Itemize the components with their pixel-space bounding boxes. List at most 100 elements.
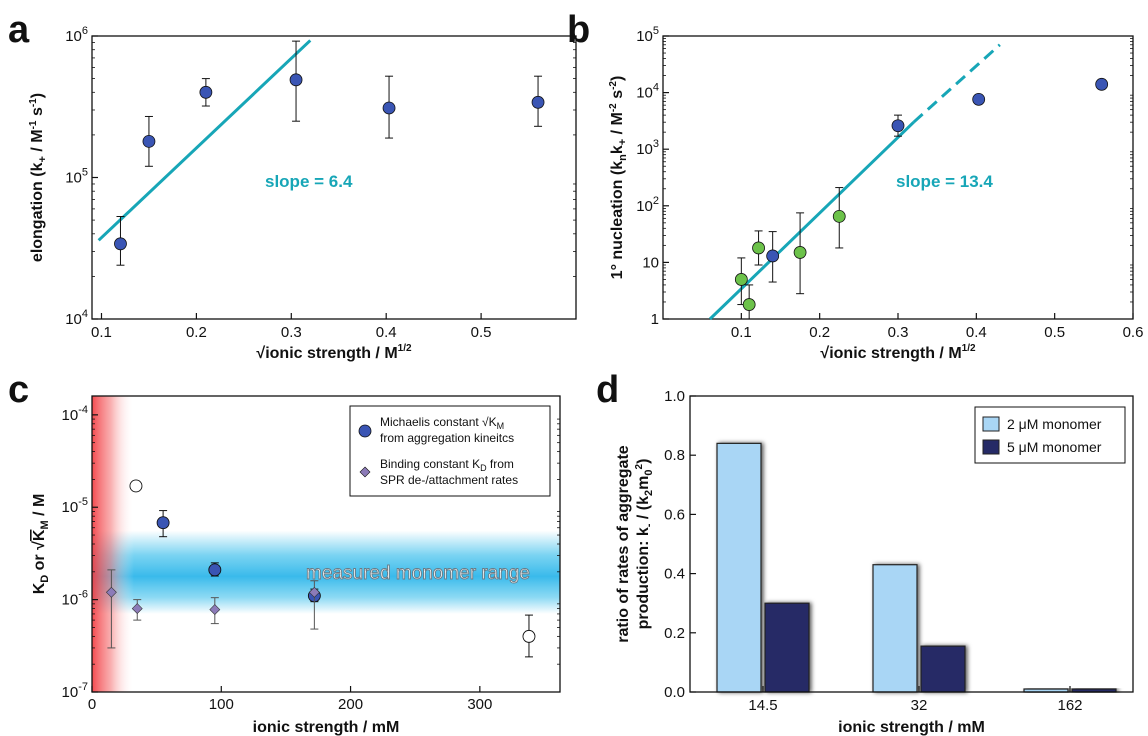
- y-tick-label: 103: [636, 138, 659, 158]
- legend-marker: [358, 424, 372, 438]
- panel-b: 0.1 0.2 0.3 0.4 0.5 0.6 1 10 102 103 104 105 √ionic …: [608, 25, 1143, 362]
- data-point: [131, 603, 143, 614]
- y-tick-label: 0.8: [664, 447, 685, 464]
- panel-label-d: d: [596, 369, 619, 411]
- x-axis-label: ionic strength / mM: [253, 719, 400, 736]
- panel-label-b: b: [567, 9, 590, 51]
- data-point: [114, 237, 127, 251]
- x-tick-label: 0.3: [888, 324, 909, 341]
- legend-entry: SPR de-/attachment rates: [380, 473, 518, 487]
- x-axis-label: ionic strength / mM: [838, 719, 985, 736]
- y-tick-label: 10-6: [62, 589, 88, 609]
- data-point: [891, 119, 905, 133]
- data-point: [752, 241, 765, 255]
- data-point: [766, 249, 780, 263]
- data-point: [832, 209, 846, 223]
- y-tick-label: 10: [642, 254, 659, 271]
- legend-entry: 5 μM monomer: [1007, 439, 1102, 455]
- y-tick-label: 105: [65, 167, 88, 187]
- x-tick-label: 0.5: [1044, 324, 1065, 341]
- x-tick-label: 0.2: [809, 324, 830, 341]
- data-point: [289, 73, 303, 87]
- legend-entry: Binding constant KD from: [380, 457, 514, 473]
- x-tick-label: 14.5: [748, 697, 777, 714]
- x-tick-label: 0.5: [471, 324, 492, 341]
- x-tick-label: 0.3: [281, 324, 302, 341]
- y-axis-label: ratio of rates of aggregate: [615, 445, 632, 642]
- y-tick-label: 0.6: [664, 506, 685, 523]
- x-tick-label: 100: [209, 696, 234, 713]
- y-tick-label: 0.2: [664, 625, 685, 642]
- y-tick-label: 10-4: [62, 404, 88, 424]
- x-tick-label: 0: [88, 696, 96, 713]
- x-tick-label: 32: [911, 697, 928, 714]
- x-tick-label: 0.4: [376, 324, 397, 341]
- data-point: [199, 85, 213, 99]
- band-label: measured monomer range: [306, 563, 530, 584]
- y-tick-label: 0.4: [664, 566, 685, 583]
- x-tick-label: 300: [467, 696, 492, 713]
- bar: [716, 442, 762, 693]
- data-point: [1095, 77, 1109, 91]
- low-ionic-region: [92, 396, 134, 692]
- y-tick-label: 1.0: [664, 388, 685, 405]
- data-point: [522, 629, 536, 643]
- legend-swatch: [982, 439, 1000, 455]
- data-point: [142, 134, 156, 148]
- y-axis-label: elongation (k+ / M-1 s-1): [28, 93, 49, 262]
- bar: [920, 645, 966, 693]
- data-point: [308, 586, 320, 598]
- x-tick-label: 0.6: [1123, 324, 1144, 341]
- x-axis-label: √ionic strength / M1/2: [820, 343, 976, 362]
- y-tick-label: 104: [636, 82, 659, 102]
- data-point: [531, 95, 545, 109]
- data-point: [734, 273, 748, 286]
- y-axis-label: production: k- / (k2m02): [634, 459, 655, 630]
- fit-line: [708, 121, 915, 321]
- plot-frame: [689, 395, 1134, 693]
- legend-marker: [359, 466, 371, 478]
- y-tick-label: 105: [636, 25, 659, 45]
- fit-line: [97, 39, 312, 242]
- fit-line-extrapolated: [912, 43, 1001, 124]
- data-point: [793, 246, 807, 259]
- y-tick-label: 1: [651, 311, 659, 328]
- x-tick-label: 162: [1057, 697, 1082, 714]
- legend-box: [974, 406, 1126, 464]
- legend-entry: from aggregation kineitcs: [380, 431, 514, 445]
- bar: [764, 602, 810, 693]
- slope-annotation: slope = 6.4: [265, 172, 353, 191]
- panel-label-c: c: [8, 369, 29, 411]
- y-tick-label: 0.0: [664, 684, 685, 701]
- y-axis-label: KD or √KM / M: [31, 494, 51, 595]
- bar: [872, 564, 918, 693]
- y-tick-label: 104: [65, 308, 88, 328]
- panel-a: 0.1 0.2 0.3 0.4 0.5 104 105 106 √ionic strength …: [28, 25, 577, 362]
- slope-annotation: slope = 13.4: [896, 172, 993, 191]
- legend-swatch: [982, 416, 1000, 432]
- x-tick-label: 200: [338, 696, 363, 713]
- data-point: [105, 586, 117, 598]
- monomer-range-band: [92, 530, 560, 614]
- y-tick-label: 10-7: [62, 681, 88, 701]
- data-point: [382, 101, 396, 115]
- data-point: [129, 479, 143, 493]
- y-tick-label: 102: [636, 195, 659, 215]
- y-axis-label: 1° nucleation (knk+ / M-2 s-2): [608, 76, 629, 280]
- data-point: [742, 298, 756, 311]
- data-point: [209, 604, 221, 616]
- legend-box: [349, 405, 551, 497]
- y-tick-label: 10-5: [62, 496, 88, 516]
- data-point: [208, 563, 222, 577]
- panel-d: 0.0 0.2 0.4 0.6 0.8 1.0 14.5 32 162 ionic strengt…: [615, 388, 1134, 736]
- x-tick-label: 0.2: [186, 324, 207, 341]
- x-axis-label: √ionic strength / M1/2: [256, 343, 412, 362]
- x-tick-label: 0.1: [731, 324, 752, 341]
- data-point: [972, 92, 986, 106]
- legend-entry: Michaelis constant √KM: [380, 415, 504, 431]
- data-point: [156, 516, 170, 530]
- legend-entry: 2 μM monomer: [1007, 416, 1102, 432]
- x-tick-label: 0.4: [966, 324, 987, 341]
- panel-label-a: a: [8, 9, 30, 51]
